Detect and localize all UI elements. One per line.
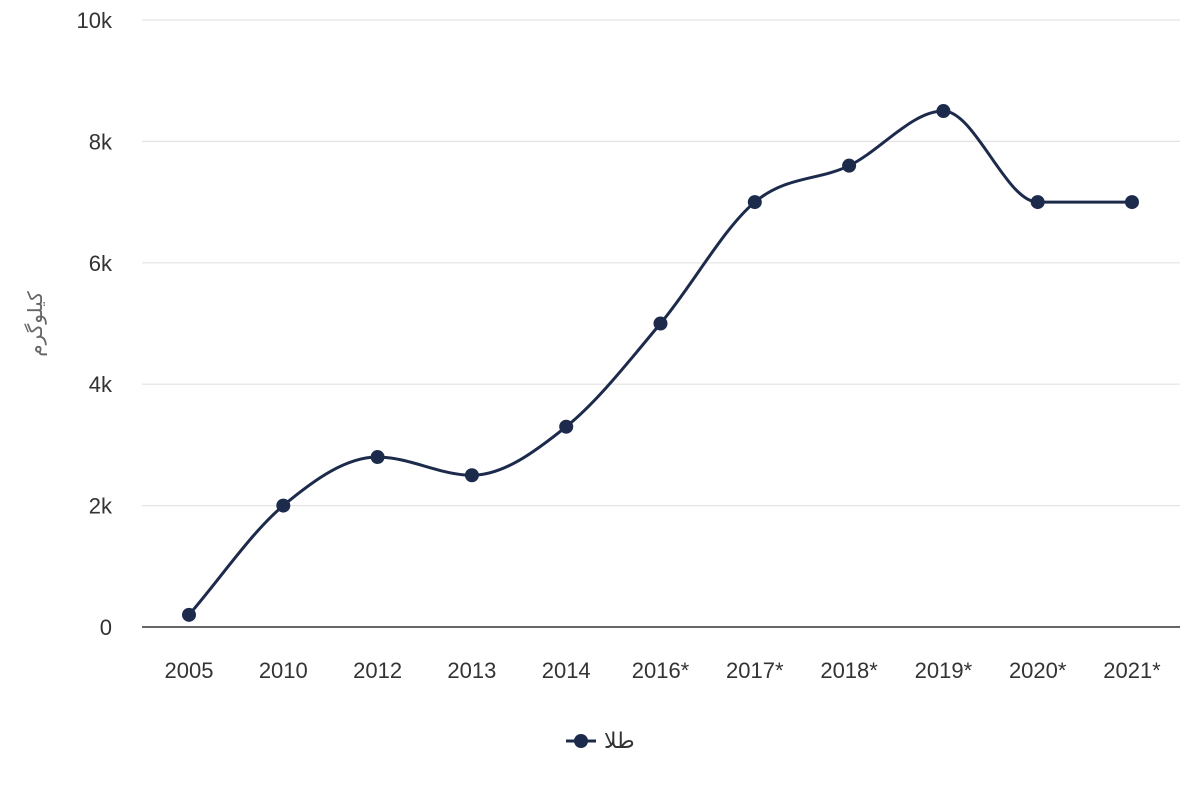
x-tick-label: 2017*: [726, 658, 784, 683]
x-axis-ticks: 2005 2010 2012 2013 2014 2016* 2017* 2018* 2019*…: [165, 658, 1162, 683]
x-tick-label: 2016*: [632, 658, 690, 683]
series-layer: [182, 104, 1139, 622]
x-tick-label: 2021*: [1103, 658, 1161, 683]
data-point[interactable]: [559, 419, 574, 434]
data-point[interactable]: [653, 316, 668, 331]
legend[interactable]: طلا: [566, 729, 635, 754]
x-tick-label: 2020*: [1009, 658, 1067, 683]
data-point[interactable]: [464, 468, 479, 483]
data-point[interactable]: [842, 158, 857, 173]
x-tick-label: 2019*: [915, 658, 973, 683]
x-tick-label: 2013: [447, 658, 496, 683]
x-tick-label: 2010: [259, 658, 308, 683]
data-point[interactable]: [370, 450, 385, 465]
y-axis-title: کیلوگرم: [23, 291, 47, 357]
data-point[interactable]: [1030, 195, 1045, 210]
x-tick-label: 2014: [542, 658, 591, 683]
data-point[interactable]: [182, 607, 196, 622]
data-point[interactable]: [1125, 195, 1139, 210]
y-tick-label: 0: [100, 615, 112, 640]
legend-label: طلا: [604, 729, 635, 754]
data-point[interactable]: [276, 498, 291, 513]
y-tick-label: 6k: [89, 251, 113, 276]
series-line: [187, 109, 1132, 616]
gridlines: [142, 19, 1180, 507]
y-tick-label: 10k: [77, 8, 113, 33]
y-tick-label: 4k: [89, 372, 113, 397]
data-point[interactable]: [747, 195, 762, 210]
y-tick-label: 2k: [89, 494, 113, 519]
x-tick-label: 2005: [165, 658, 214, 683]
y-axis-ticks: 0 2k 4k 6k 8k 10k: [77, 8, 113, 640]
data-point[interactable]: [936, 104, 951, 119]
x-tick-label: 2012: [353, 658, 402, 683]
legend-point-marker: [574, 734, 588, 748]
y-tick-label: 8k: [89, 129, 113, 154]
x-tick-label: 2018*: [820, 658, 878, 683]
